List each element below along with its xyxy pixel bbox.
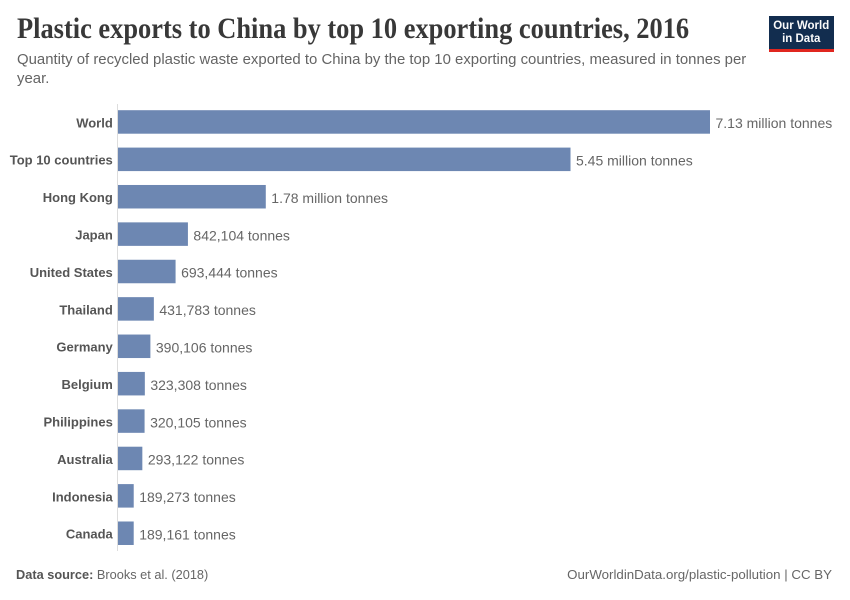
svg-text:Germany: Germany [56,340,113,355]
svg-text:293,122 tonnes: 293,122 tonnes [148,452,245,468]
svg-text:323,308 tonnes: 323,308 tonnes [150,377,247,393]
svg-text:390,106 tonnes: 390,106 tonnes [156,339,253,355]
svg-text:431,783 tonnes: 431,783 tonnes [159,302,256,318]
svg-text:Belgium: Belgium [62,377,113,392]
svg-text:5.45 million tonnes: 5.45 million tonnes [576,153,693,169]
svg-text:320,105 tonnes: 320,105 tonnes [150,414,247,430]
svg-text:Indonesia: Indonesia [52,489,113,504]
svg-text:Australia: Australia [57,452,113,467]
svg-text:Thailand: Thailand [59,302,113,317]
svg-text:842,104 tonnes: 842,104 tonnes [193,227,290,243]
svg-text:Top 10 countries: Top 10 countries [10,153,113,168]
svg-text:Canada: Canada [66,527,114,542]
svg-text:Philippines: Philippines [43,414,112,429]
svg-text:189,273 tonnes: 189,273 tonnes [139,489,236,505]
svg-text:7.13 million tonnes: 7.13 million tonnes [716,115,833,131]
svg-text:1.78 million tonnes: 1.78 million tonnes [271,190,388,206]
svg-text:Hong Kong: Hong Kong [43,190,113,205]
svg-text:Japan: Japan [75,228,113,243]
svg-text:693,444 tonnes: 693,444 tonnes [181,265,278,281]
svg-text:World: World [76,115,113,130]
svg-text:United States: United States [30,265,113,280]
svg-text:189,161 tonnes: 189,161 tonnes [139,526,236,542]
